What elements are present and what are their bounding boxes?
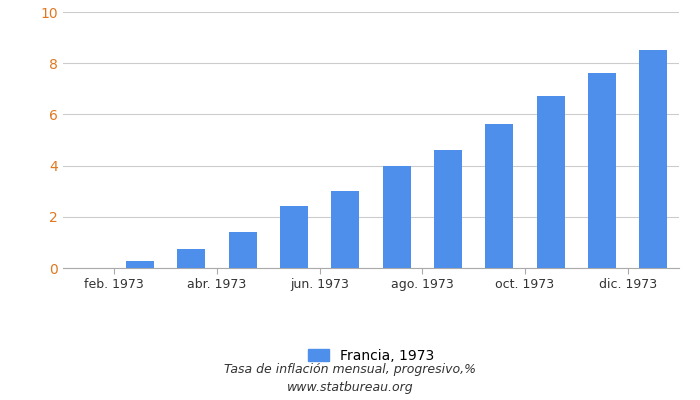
Bar bbox=[639, 50, 667, 268]
Text: www.statbureau.org: www.statbureau.org bbox=[287, 382, 413, 394]
Bar bbox=[536, 96, 565, 268]
Bar bbox=[280, 206, 308, 268]
Bar bbox=[382, 166, 411, 268]
Bar bbox=[485, 124, 513, 268]
Bar bbox=[228, 232, 257, 268]
Bar bbox=[434, 150, 462, 268]
Bar bbox=[126, 261, 154, 268]
Text: Tasa de inflación mensual, progresivo,%: Tasa de inflación mensual, progresivo,% bbox=[224, 364, 476, 376]
Bar bbox=[331, 191, 360, 268]
Bar bbox=[588, 73, 616, 268]
Legend: Francia, 1973: Francia, 1973 bbox=[302, 344, 440, 368]
Bar bbox=[177, 249, 206, 268]
